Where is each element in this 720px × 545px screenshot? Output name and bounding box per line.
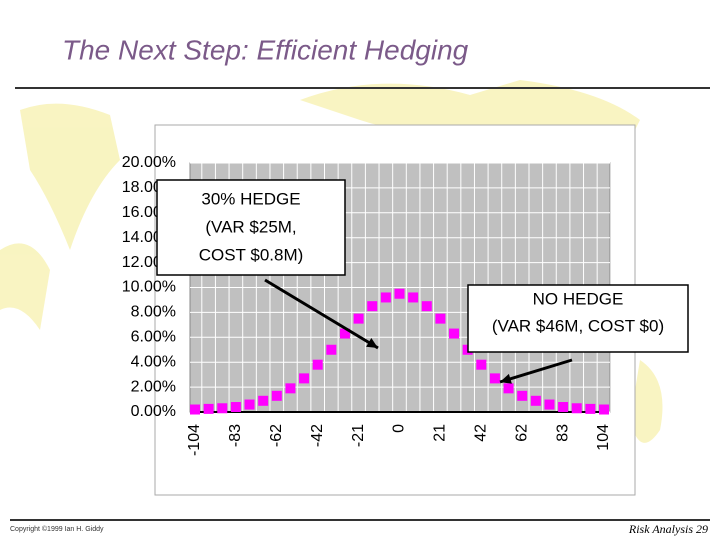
x-tick-label: 62 xyxy=(513,424,530,442)
x-tick-label: 83 xyxy=(554,424,571,442)
marker xyxy=(585,403,596,414)
copyright: Copyright ©1999 Ian H. Giddy xyxy=(10,525,104,533)
callout-text: NO HEDGE xyxy=(533,289,624,308)
callout-text: COST $0.8M) xyxy=(199,245,304,264)
y-tick-label: 2.00% xyxy=(131,378,176,395)
marker xyxy=(339,328,350,339)
y-tick-label: 10.00% xyxy=(122,279,176,296)
y-tick-label: 20.00% xyxy=(122,154,176,171)
marker xyxy=(271,390,282,401)
marker xyxy=(203,403,214,414)
marker xyxy=(421,301,432,312)
slide-title: The Next Step: Efficient Hedging xyxy=(62,34,469,65)
marker xyxy=(353,313,364,324)
marker xyxy=(476,359,487,370)
marker xyxy=(517,390,528,401)
y-tick-label: 6.00% xyxy=(131,329,176,346)
marker xyxy=(489,373,500,384)
marker xyxy=(380,292,391,303)
x-tick-label: 0 xyxy=(391,424,408,433)
callout-box xyxy=(156,179,346,276)
x-tick-label: -42 xyxy=(309,424,326,447)
x-tick-label: -21 xyxy=(350,424,367,447)
x-tick-label: 104 xyxy=(595,424,612,451)
x-tick-label: -83 xyxy=(227,424,244,447)
callout-text: (VAR $25M, xyxy=(205,217,296,236)
marker xyxy=(394,288,405,299)
callout-text: 30% HEDGE xyxy=(201,189,300,208)
y-tick-label: 8.00% xyxy=(131,304,176,321)
callout-arrow xyxy=(499,358,573,384)
marker xyxy=(367,301,378,312)
marker xyxy=(558,402,569,413)
marker xyxy=(258,395,269,406)
x-tick-label: -62 xyxy=(268,424,285,447)
marker xyxy=(530,395,541,406)
arrow-head xyxy=(500,373,512,384)
marker xyxy=(299,373,310,384)
marker xyxy=(571,403,582,414)
marker xyxy=(408,292,419,303)
marker xyxy=(435,313,446,324)
marker xyxy=(503,383,514,394)
x-tick-label: 42 xyxy=(473,424,490,442)
y-tick-label: 0.00% xyxy=(131,403,176,420)
x-tick-label: 21 xyxy=(432,424,449,442)
marker xyxy=(312,359,323,370)
marker xyxy=(544,399,555,410)
callout-text: (VAR $46M, COST $0) xyxy=(492,316,664,335)
page-number: Risk Analysis 29 xyxy=(628,522,708,536)
callout-box xyxy=(467,284,689,353)
marker xyxy=(449,328,460,339)
y-tick-label: 4.00% xyxy=(131,353,176,370)
marker xyxy=(230,402,241,413)
marker xyxy=(190,404,200,415)
marker xyxy=(244,399,255,410)
marker xyxy=(599,404,609,415)
marker xyxy=(285,383,296,394)
marker xyxy=(326,344,337,355)
marker xyxy=(217,403,228,414)
arrow-head xyxy=(366,338,378,348)
callout-arrow xyxy=(264,278,379,350)
x-tick-label: -104 xyxy=(186,424,203,456)
